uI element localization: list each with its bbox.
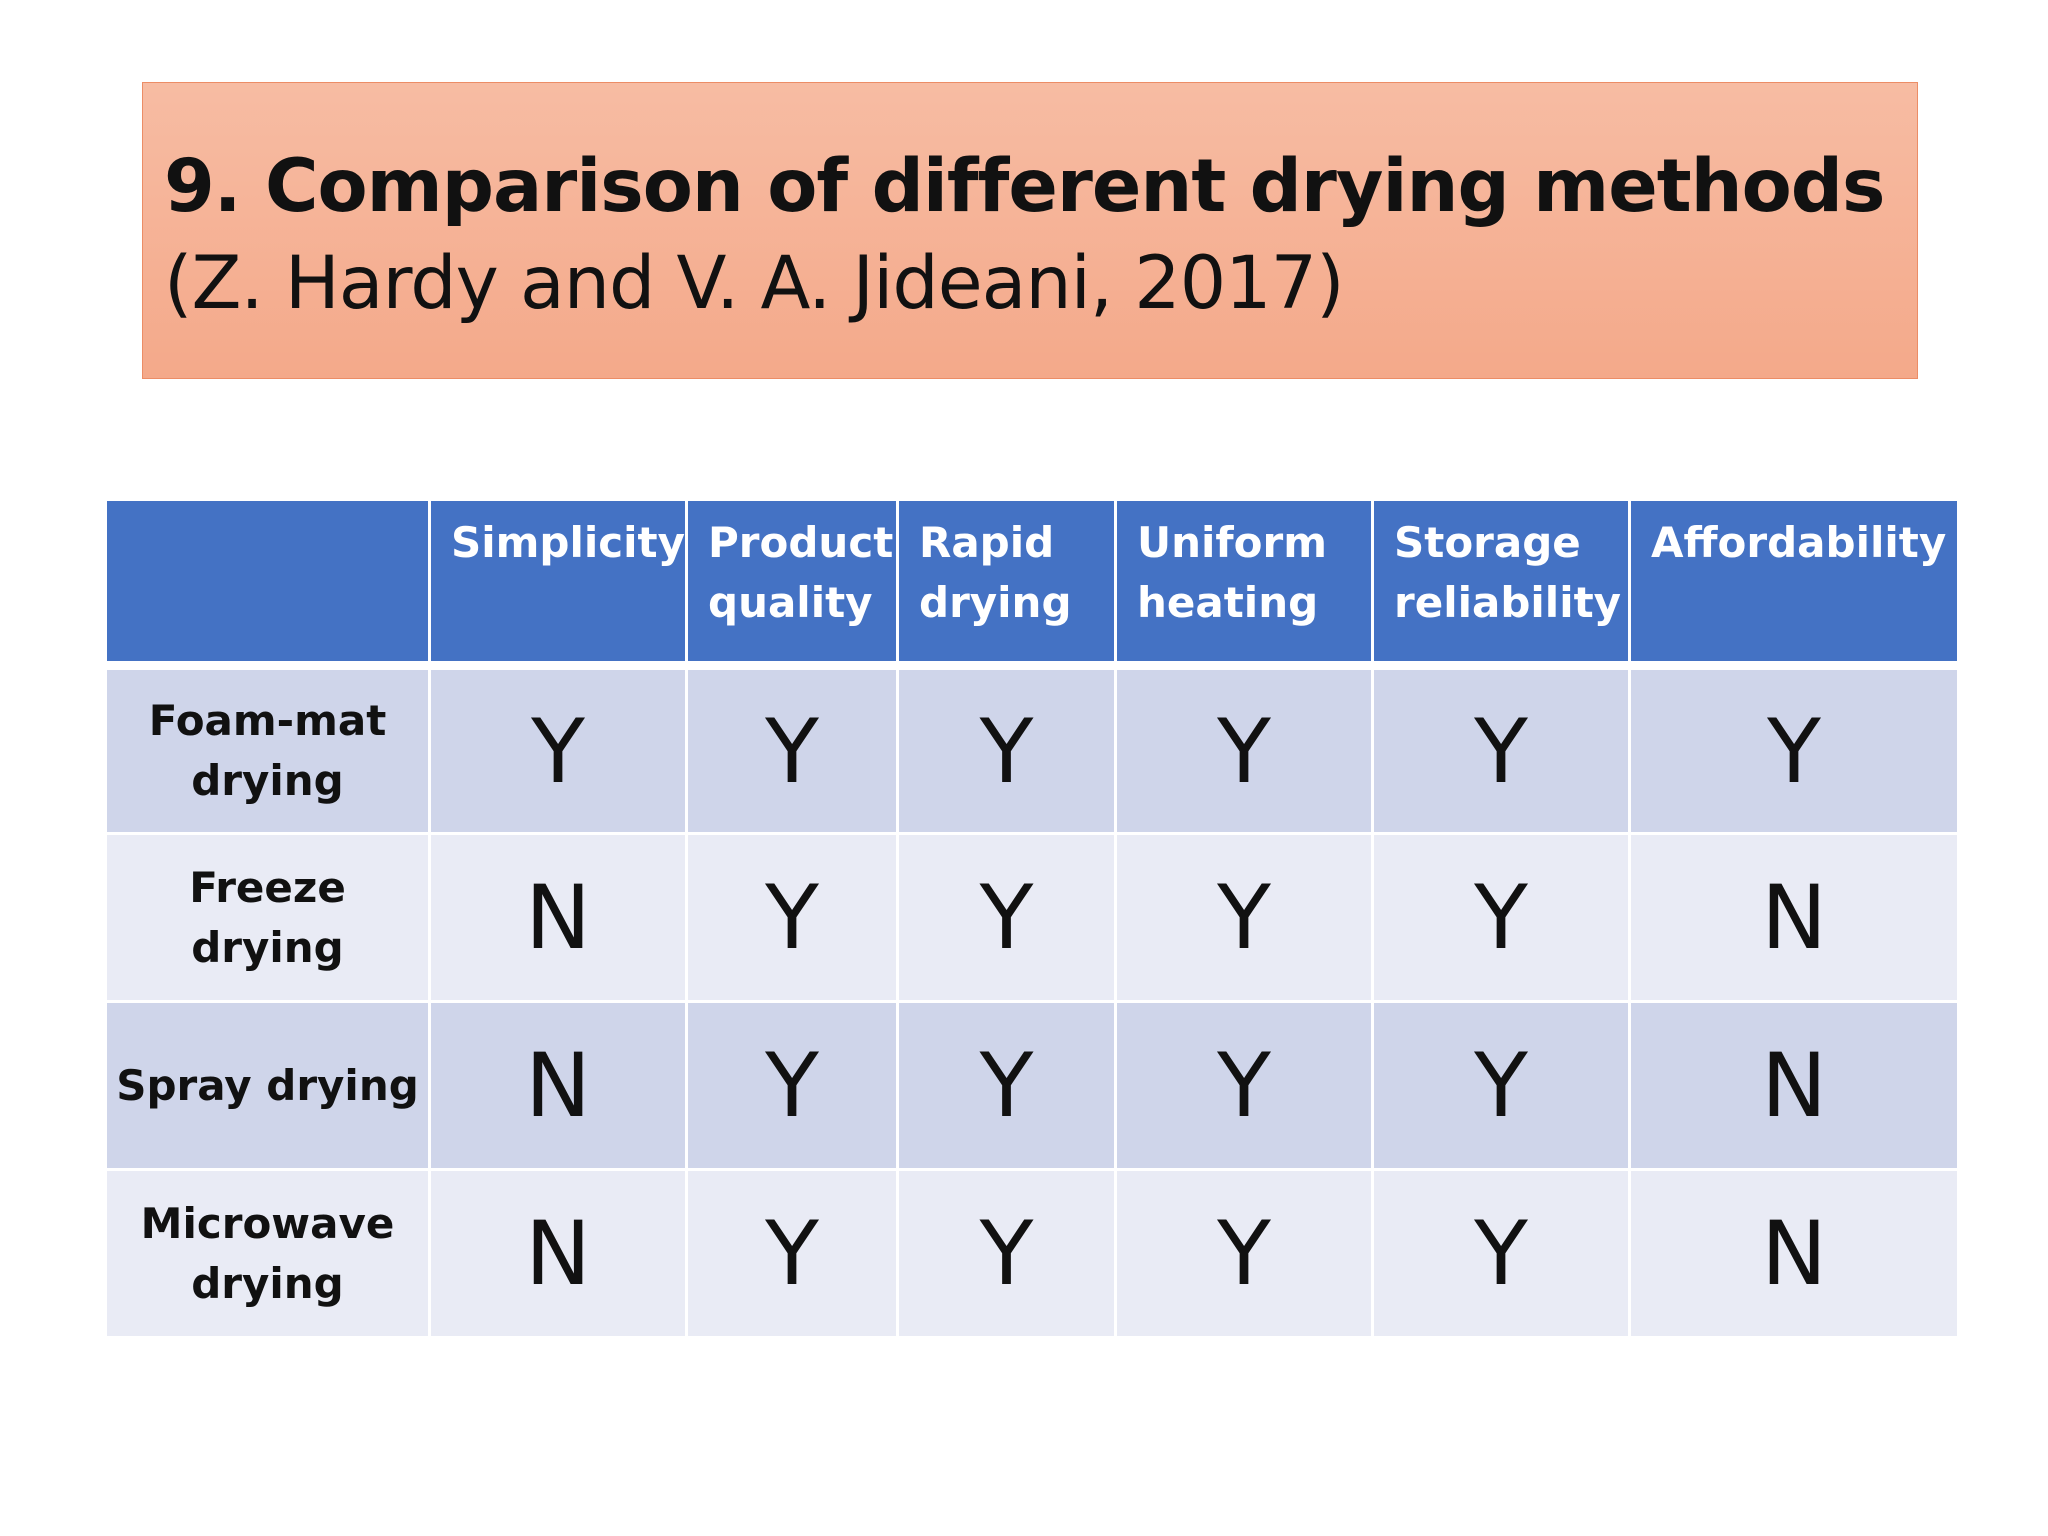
- table-cell: Y: [896, 832, 1117, 1003]
- table-cell: N: [428, 1168, 688, 1339]
- table-cell: Y: [1371, 1168, 1631, 1339]
- table-cell: N: [1628, 832, 1960, 1003]
- column-header-affordability: Affordability: [1628, 498, 1960, 667]
- row-label: Foam-mat drying: [104, 664, 431, 835]
- table-cell: Y: [685, 832, 899, 1003]
- table-cell: Y: [1371, 664, 1631, 835]
- row-label: Microwave drying: [104, 1168, 431, 1339]
- table-row: Freeze drying N Y Y Y Y N: [104, 832, 1960, 1003]
- table-cell: Y: [428, 664, 688, 835]
- table-cell: N: [428, 832, 688, 1003]
- table-cell: Y: [1114, 832, 1374, 1003]
- table-cell: N: [428, 1000, 688, 1171]
- table-cell: Y: [1114, 1000, 1374, 1171]
- table-cell: N: [1628, 1000, 1960, 1171]
- column-header-uniform-heating: Uniform heating: [1114, 498, 1374, 667]
- table-cell: Y: [1371, 1000, 1631, 1171]
- table-row: Spray drying N Y Y Y Y N: [104, 1000, 1960, 1171]
- table-cell: N: [1628, 1168, 1960, 1339]
- table-cell: Y: [685, 1000, 899, 1171]
- table-cell: Y: [685, 1168, 899, 1339]
- table-row: Microwave drying N Y Y Y Y N: [104, 1168, 1960, 1339]
- title-box: 9. Comparison of different drying method…: [142, 82, 1918, 379]
- table-cell: Y: [896, 664, 1117, 835]
- table-row: Foam-mat drying Y Y Y Y Y Y: [104, 664, 1960, 835]
- table-cell: Y: [1371, 832, 1631, 1003]
- table-cell: Y: [1628, 664, 1960, 835]
- table-cell: Y: [896, 1000, 1117, 1171]
- header-row: Simplicity Product quality Rapid drying …: [104, 498, 1960, 667]
- row-label: Spray drying: [104, 1000, 431, 1171]
- corner-cell: [104, 498, 431, 667]
- slide-title: 9. Comparison of different drying method…: [164, 144, 1885, 229]
- column-header-storage-reliability: Storage reliability: [1371, 498, 1631, 667]
- comparison-table: Simplicity Product quality Rapid drying …: [104, 498, 1960, 1339]
- column-header-product-quality: Product quality: [685, 498, 899, 667]
- title-citation: (Z. Hardy and V. A. Jideani, 2017): [164, 241, 1345, 326]
- column-header-rapid-drying: Rapid drying: [896, 498, 1117, 667]
- table-cell: Y: [1114, 1168, 1374, 1339]
- table-cell: Y: [896, 1168, 1117, 1339]
- table-cell: Y: [1114, 664, 1374, 835]
- column-header-simplicity: Simplicity: [428, 498, 688, 667]
- row-label: Freeze drying: [104, 832, 431, 1003]
- table-cell: Y: [685, 664, 899, 835]
